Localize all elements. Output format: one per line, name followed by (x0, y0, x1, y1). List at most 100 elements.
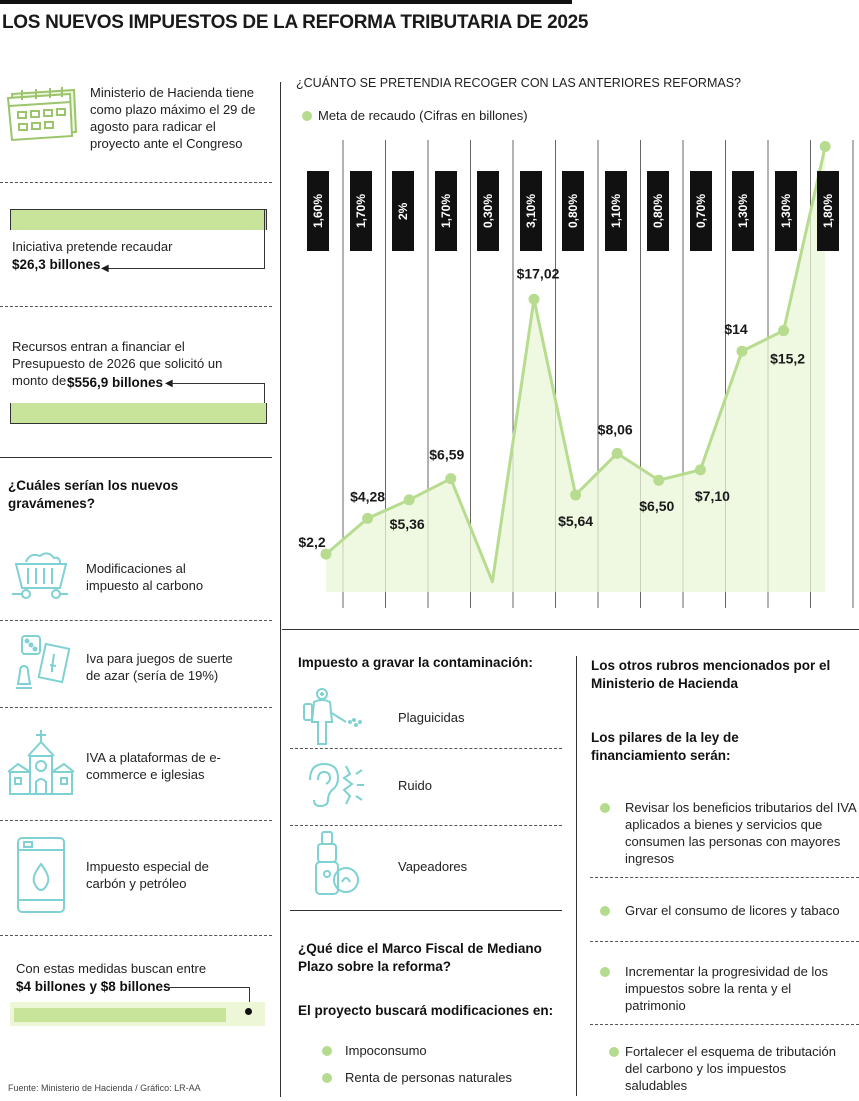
pillar-item: Incrementar la progresividad de los impu… (625, 964, 829, 1013)
pollution-item-label: Vapeadores (398, 859, 468, 874)
percentage-label: 0,70% (689, 171, 712, 251)
percentage-label: 1,60% (307, 171, 329, 251)
item-label: IVA a plataformas de e-commerce e iglesi… (86, 750, 221, 782)
line-chart: $2,2 $4,28 $5,36 $6,59 $17,02 $5,64 $8,06 $6,50… (298, 130, 854, 608)
data-point (611, 447, 623, 459)
percentage-label: 3,10% (519, 171, 542, 251)
data-label: $6,50 (639, 498, 674, 514)
data-point (528, 293, 540, 305)
other-items-heading: Los otros rubros mencionados por el Mini… (591, 658, 831, 691)
percentage-label: 1,70% (434, 171, 457, 251)
initiative-value: $26,3 billones (12, 257, 101, 272)
page-title: LOS NUEVOS IMPUESTOS DE LA REFORMA TRIBU… (2, 12, 589, 33)
percentage-label: 1,30% (774, 171, 797, 251)
initiative-connector (264, 209, 265, 269)
initiative-bar (10, 209, 267, 230)
data-label: $5,36 (390, 516, 425, 532)
data-point (819, 141, 831, 153)
bullet-dot (600, 967, 610, 977)
measures-value: $4 billones y $8 billones (16, 979, 171, 994)
title-rule (0, 0, 572, 4)
item-label: Impuesto especial de carbón y petróleo (86, 859, 209, 891)
bullet-dot (609, 1047, 619, 1057)
pollution-item-label: Ruido (398, 778, 432, 793)
measures-end-dot (245, 1008, 252, 1015)
percentage-label: 1,70% (349, 171, 372, 251)
pillar-item: Grvar el consumo de licores y tabaco (625, 903, 840, 918)
data-point (778, 325, 790, 337)
column-divider (576, 656, 577, 1096)
chart-title: ¿CUÁNTO SE PRETENDIA RECOGER CON LAS ANT… (296, 76, 741, 90)
fiscal-intro: El proyecto buscará modificaciones en: (298, 1003, 554, 1018)
initiative-arrow-line (106, 268, 264, 269)
mining-cart-icon (10, 548, 70, 600)
divider (290, 748, 562, 749)
deadline-text: Ministerio de Hacienda tiene como plazo … (90, 85, 256, 151)
data-point (694, 464, 706, 476)
oil-barrel-icon (12, 834, 70, 916)
legend-swatch (302, 111, 312, 121)
pollution-heading: Impuesto a gravar la contaminación: (298, 655, 533, 670)
data-label: $4,28 (350, 488, 385, 504)
resources-text: Recursos entran a financiar el Presupues… (12, 339, 223, 388)
source-note: Fuente: Ministerio de Hacienda / Gráfico… (8, 1083, 201, 1093)
divider (0, 457, 272, 458)
percentage-label: 2% (392, 171, 414, 251)
measures-connector (165, 987, 249, 988)
church-icon (6, 728, 76, 798)
divider (290, 910, 562, 911)
divider (590, 941, 859, 942)
ear-noise-icon (302, 760, 366, 810)
divider (0, 935, 272, 936)
initiative-text: Iniciativa pretende recaudar (12, 239, 173, 254)
data-label: $8,06 (598, 421, 633, 437)
divider (282, 629, 859, 630)
divider (0, 182, 272, 183)
data-label: $6,59 (429, 447, 464, 463)
pillar-item: Fortalecer el esquema de tributación del… (625, 1044, 837, 1093)
legend-label: Meta de recaudo (Cifras en billones) (318, 108, 528, 123)
bullet-dot (600, 803, 610, 813)
pesticide-sprayer-icon (300, 688, 368, 748)
divider (0, 306, 272, 307)
bullet-dot (322, 1046, 332, 1056)
bullet-dot (600, 906, 610, 916)
data-label: $2,2 (298, 534, 325, 550)
data-label: $7,10 (695, 488, 730, 504)
divider (590, 877, 859, 878)
data-point (570, 489, 582, 501)
data-label: $5,64 (558, 513, 593, 529)
percentage-label: 1,10% (604, 171, 627, 251)
data-label: $17,02 (517, 265, 560, 281)
arrow-left-icon: ◀ (101, 263, 109, 274)
divider (0, 620, 272, 621)
column-divider (280, 82, 281, 1097)
percentage-label: 0,80% (647, 171, 669, 251)
measures-connector (249, 987, 250, 1011)
resources-arrow-line (170, 383, 264, 384)
divider (0, 707, 272, 708)
data-label: $25,9 (812, 130, 847, 131)
divider (0, 820, 272, 821)
arrow-left-icon: ◀ (165, 378, 173, 389)
vape-icon (312, 830, 362, 896)
percentage-label: 1,80% (817, 171, 839, 251)
pillar-item: Revisar los beneficios tributarios del I… (625, 800, 856, 866)
data-point (362, 512, 374, 524)
measures-range-bar (14, 1008, 226, 1022)
pillars-heading: Los pilares de la ley de financiamiento … (591, 730, 739, 763)
percentage-label: 0,30% (477, 171, 499, 251)
pollution-item-label: Plaguicidas (398, 710, 465, 725)
left-question: ¿Cuáles serían los nuevos gravámenes? (8, 478, 179, 511)
resources-value: $556,9 billones (67, 375, 164, 390)
data-label: $14 (724, 321, 748, 337)
percentage-label: 1,30% (732, 171, 754, 251)
data-point (736, 345, 748, 357)
data-point (403, 494, 415, 506)
divider (290, 825, 562, 826)
item-label: Modificaciones al impuesto al carbono (86, 561, 204, 593)
data-label: $15,2 (770, 351, 805, 367)
data-point (320, 548, 332, 560)
calendar-icon (4, 84, 80, 142)
data-point (653, 474, 665, 486)
